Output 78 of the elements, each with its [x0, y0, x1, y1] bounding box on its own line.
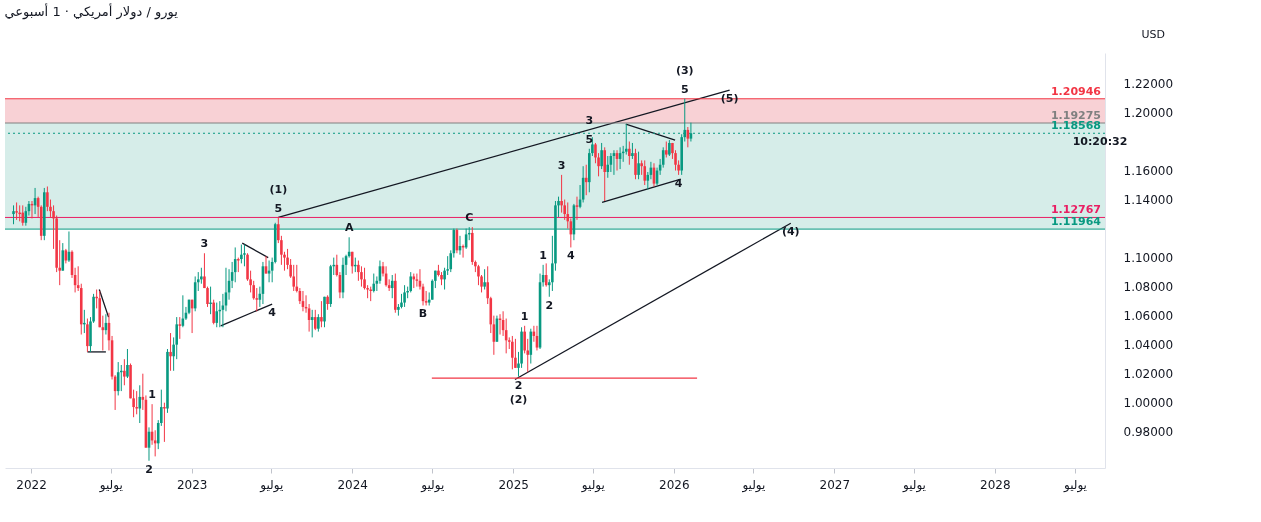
x-tick-label: يوليو	[580, 477, 605, 493]
annotation: 2	[145, 462, 153, 476]
x-tick-label: 2025	[498, 477, 529, 492]
x-tick-label: 2023	[176, 477, 208, 492]
y-tick-label: 1.08000	[1123, 280, 1174, 295]
candlestick	[15, 201, 18, 221]
y-tick-label: 0.98000	[1123, 425, 1174, 440]
x-tick-label: يوليو	[741, 477, 766, 493]
x-tick-label: 2028	[980, 477, 1011, 492]
annotation: 5	[274, 201, 283, 215]
candlestick	[634, 148, 637, 180]
candlestick	[603, 146, 607, 202]
x-tick-label: يوليو	[1062, 477, 1087, 493]
ref-line-label: 1.18568	[1050, 119, 1101, 133]
annotation: 4	[567, 249, 576, 263]
annotation: 5	[680, 82, 689, 96]
candlestick	[21, 204, 25, 227]
annotation: 4	[674, 176, 683, 190]
candlestick	[12, 204, 15, 225]
annotation: 1	[520, 309, 529, 323]
candlestick	[637, 151, 640, 180]
candlestick	[178, 316, 182, 340]
y-tick-label: 1.00000	[1123, 396, 1174, 411]
x-tick-label: 2027	[819, 477, 851, 492]
annotation: (1)	[269, 182, 288, 196]
ref-line-label: 1.20946	[1050, 84, 1102, 98]
candlestick	[243, 244, 246, 267]
annotation: 1	[539, 248, 547, 262]
candlestick	[126, 348, 129, 379]
candlestick	[163, 402, 166, 443]
annotation: 3	[585, 113, 594, 127]
annotation: 3	[557, 158, 566, 172]
y-tick-label: 1.20000	[1123, 105, 1174, 120]
annotation: (2)	[509, 392, 528, 406]
annotation: A	[344, 221, 354, 235]
candlestick	[511, 335, 514, 370]
candlestick	[372, 273, 376, 293]
annotation: 2	[514, 378, 523, 392]
y-tick-label: 1.06000	[1123, 309, 1174, 324]
annotation: 4	[268, 306, 277, 320]
x-tick-label: 2022	[16, 477, 47, 492]
annotation: 2	[545, 298, 554, 312]
y-tick-label: 1.22000	[1123, 76, 1174, 91]
candlestick	[135, 390, 138, 415]
candlestick	[600, 142, 603, 170]
annotation: (3)	[675, 63, 694, 77]
candlestick	[123, 358, 126, 386]
candlestick	[215, 302, 219, 328]
candlestick	[169, 332, 172, 372]
x-tick-label: يوليو	[98, 477, 123, 493]
x-tick-label: يوليو	[901, 477, 926, 493]
annotation: 1	[148, 388, 156, 402]
x-tick-label: 2026	[658, 477, 690, 492]
y-tick-label: 1.10000	[1123, 251, 1174, 266]
y-tick-label: 1.02000	[1123, 367, 1174, 382]
chart-title: يورو / دولار أمريكي · 1 أسبوعي	[4, 3, 179, 20]
candlestick	[116, 361, 120, 396]
candlestick	[360, 265, 363, 288]
candlestick	[212, 299, 215, 325]
ref-line-label: 1.12767	[1050, 203, 1101, 217]
candlestick	[240, 244, 243, 264]
y-tick-label: 1.14000	[1123, 193, 1174, 208]
x-tick-label: 2024	[337, 477, 368, 492]
annotation: 10:20:32	[1072, 135, 1128, 149]
annotation: B	[418, 307, 428, 321]
candlestick	[575, 196, 579, 221]
ref-line-label: 1.11964	[1050, 215, 1102, 229]
candlestick	[320, 300, 323, 328]
annotation: 3	[200, 237, 209, 251]
y-tick-label: 1.04000	[1123, 338, 1174, 353]
x-tick-label: يوليو	[420, 477, 445, 493]
candlestick	[606, 155, 610, 179]
candlestick	[514, 338, 517, 369]
text: USD	[1141, 28, 1165, 41]
candlestick	[584, 164, 588, 196]
x-tick-label: يوليو	[259, 477, 284, 493]
annotation: (5)	[720, 92, 739, 106]
y-tick-label: 1.16000	[1123, 164, 1174, 179]
